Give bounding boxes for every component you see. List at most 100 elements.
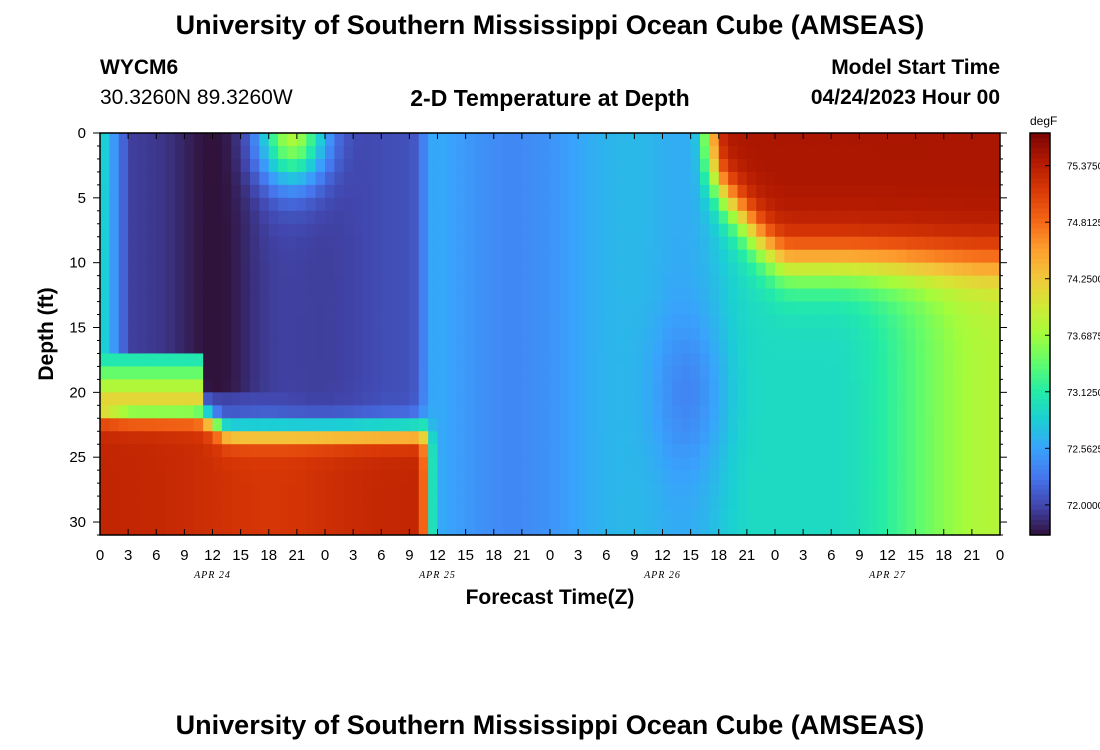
heatmap-cell	[100, 145, 110, 160]
heatmap-cell	[578, 522, 588, 536]
heatmap-cell	[203, 457, 213, 471]
heatmap-cell	[531, 483, 542, 497]
heatmap-cell	[653, 431, 663, 445]
heatmap-cell	[559, 366, 570, 380]
heatmap-cell	[821, 314, 832, 328]
heatmap-cell	[550, 431, 560, 445]
heatmap-cell	[793, 301, 804, 315]
heatmap-cell	[146, 301, 157, 315]
heatmap-cell	[465, 301, 476, 315]
heatmap-cell	[296, 353, 307, 367]
heatmap-cell	[334, 353, 345, 367]
heatmap-cell	[362, 496, 373, 510]
heatmap-cell	[287, 275, 298, 290]
heatmap-cell	[671, 340, 682, 354]
heatmap-cell	[400, 379, 410, 393]
heatmap-cell	[737, 171, 748, 186]
heatmap-cell	[325, 314, 335, 328]
heatmap-cell	[831, 444, 842, 458]
heatmap-cell	[887, 418, 898, 432]
heatmap-cell	[137, 457, 148, 471]
heatmap-cell	[643, 431, 654, 445]
heatmap-cell	[512, 301, 523, 315]
heatmap-cell	[578, 184, 588, 199]
heatmap-cell	[925, 522, 935, 536]
heatmap-cell	[296, 133, 307, 147]
heatmap-cell	[671, 223, 682, 238]
heatmap-cell	[578, 288, 588, 302]
heatmap-cell	[343, 249, 354, 264]
colorbar-segment	[1030, 359, 1050, 365]
heatmap-cell	[400, 171, 410, 186]
heatmap-cell	[493, 133, 504, 147]
heatmap-cell	[212, 405, 223, 419]
heatmap-cell	[221, 275, 232, 290]
heatmap-cell	[550, 392, 560, 406]
heatmap-cell	[128, 431, 138, 445]
heatmap-cell	[746, 197, 757, 212]
heatmap-cell	[465, 171, 476, 186]
heatmap-cell	[184, 522, 195, 536]
heatmap-cell	[934, 171, 945, 186]
heatmap-cell	[943, 171, 954, 186]
heatmap-cell	[475, 184, 485, 199]
heatmap-cell	[118, 223, 129, 238]
heatmap-cell	[128, 288, 138, 302]
heatmap-cell	[821, 262, 832, 277]
heatmap-cell	[634, 184, 645, 199]
colorbar-segment	[1030, 524, 1050, 531]
heatmap-cell	[850, 327, 860, 341]
heatmap-cell	[390, 327, 401, 341]
heatmap-cell	[878, 262, 888, 277]
heatmap-cell	[578, 366, 588, 380]
heatmap-cell	[718, 340, 729, 354]
heatmap-cell	[475, 275, 485, 290]
heatmap-cell	[943, 418, 954, 432]
heatmap-cell	[568, 457, 579, 471]
heatmap-cell	[981, 522, 992, 536]
heatmap-cell	[821, 288, 832, 302]
heatmap-cell	[803, 392, 813, 406]
heatmap-cell	[175, 327, 185, 341]
heatmap-cell	[456, 327, 467, 341]
heatmap-cell	[371, 457, 382, 471]
heatmap-cell	[981, 223, 992, 238]
heatmap-cell	[587, 133, 598, 147]
heatmap-cell	[512, 314, 523, 328]
heatmap-cell	[625, 418, 635, 432]
heatmap-cell	[418, 171, 429, 186]
heatmap-cell	[465, 288, 476, 302]
heatmap-cell	[840, 327, 851, 341]
heatmap-cell	[456, 236, 467, 251]
heatmap-cell	[409, 236, 420, 251]
heatmap-cell	[371, 509, 382, 523]
heatmap-cell	[681, 197, 692, 212]
heatmap-cell	[521, 133, 532, 147]
heatmap-cell	[212, 236, 223, 251]
heatmap-cell	[503, 133, 513, 147]
heatmap-cell	[203, 366, 213, 380]
heatmap-cell	[475, 470, 485, 484]
heatmap-cell	[353, 509, 363, 523]
heatmap-cell	[315, 171, 326, 186]
heatmap-cell	[315, 353, 326, 367]
colorbar-segment	[1030, 499, 1050, 506]
heatmap-cell	[409, 431, 420, 445]
heatmap-cell	[165, 158, 176, 173]
heatmap-cell	[690, 314, 701, 328]
heatmap-cell	[578, 340, 588, 354]
heatmap-cell	[568, 158, 579, 173]
heatmap-cell	[400, 158, 410, 173]
heatmap-cell	[578, 197, 588, 212]
heatmap-cell	[221, 496, 232, 510]
colorbar-segment	[1030, 374, 1050, 380]
heatmap-cell	[400, 145, 410, 160]
heatmap-cell	[887, 288, 898, 302]
heatmap-cell	[203, 262, 213, 277]
heatmap-cell	[390, 249, 401, 264]
heatmap-cell	[934, 197, 945, 212]
heatmap-cell	[925, 197, 935, 212]
heatmap-cell	[325, 210, 335, 225]
heatmap-cell	[718, 184, 729, 199]
heatmap-cell	[671, 483, 682, 497]
